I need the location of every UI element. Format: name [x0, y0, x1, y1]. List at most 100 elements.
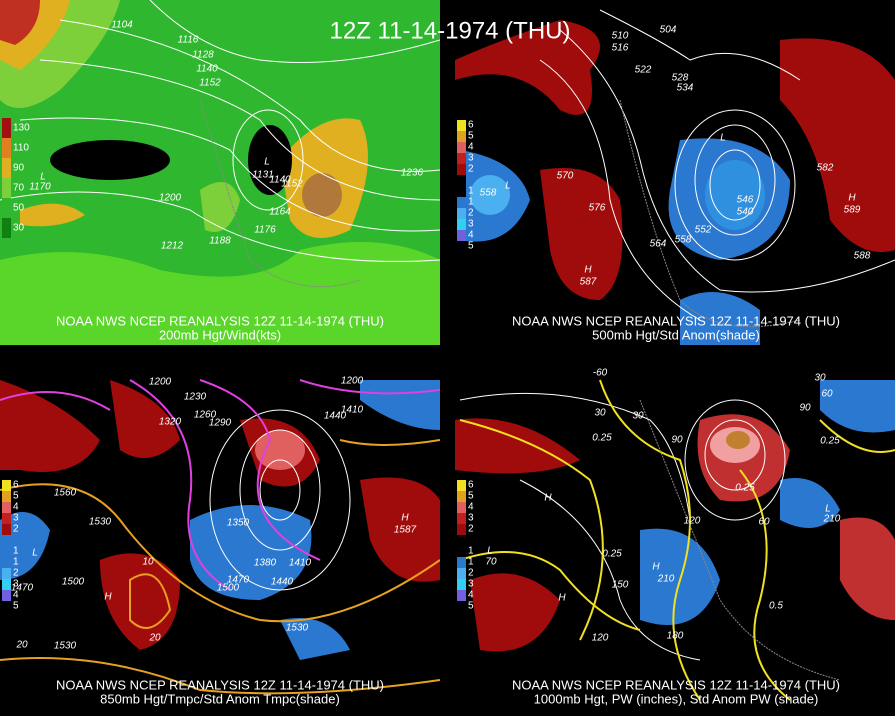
contour-label: 20: [15, 640, 28, 651]
legend-box: [457, 491, 466, 502]
contour: [232, 109, 304, 211]
panel-1000mb: [455, 379, 895, 701]
contour: [459, 392, 691, 521]
shade: [780, 478, 840, 528]
contour-label: 0.25: [602, 549, 622, 560]
contour-label: 558: [480, 188, 497, 199]
shade: [200, 182, 240, 232]
contour-label: 20: [148, 633, 161, 644]
contour-label: 1500: [217, 583, 240, 594]
contour: [0, 191, 440, 262]
legend-label: 90: [13, 163, 25, 174]
contour-label: 1170: [29, 182, 51, 193]
contour: [519, 479, 701, 661]
contour-label: H: [558, 593, 566, 604]
contour-label: 1470: [227, 575, 250, 586]
contour: [684, 399, 786, 521]
legend-label: 130: [13, 123, 30, 134]
isotherm: [129, 573, 172, 629]
legend-box: [457, 513, 466, 524]
legend-box: [457, 230, 466, 241]
contour-label: 1500: [62, 577, 85, 588]
shade: [302, 173, 342, 217]
legend-label: 5: [13, 601, 19, 612]
contour: [694, 124, 776, 236]
contour-label: 504: [660, 25, 677, 36]
legend-box: [2, 513, 11, 524]
contour-label: 587: [580, 277, 597, 288]
legend-box: [2, 118, 11, 138]
legend-box: [457, 164, 466, 175]
panel-200mb: [0, 0, 440, 345]
isotherm: [199, 379, 321, 561]
contour-label: 1350: [227, 518, 250, 529]
subcaption: 850mb Hgt/Tmpc/Std Anom Tmpc(shade): [100, 691, 340, 706]
subcaption: 1000mb Hgt, PW (inches), Std Anom PW (sh…: [534, 691, 819, 706]
subcaption: 200mb Hgt/Wind(kts): [159, 327, 281, 342]
contour-label: L: [32, 548, 38, 559]
contour-label: 1116: [178, 35, 199, 46]
contour-label: 589: [844, 205, 861, 216]
legend-label: 1: [468, 546, 474, 557]
legend-box: [457, 131, 466, 142]
legend-label: 5: [13, 491, 19, 502]
shade: [360, 477, 440, 582]
legend-label: 70: [13, 183, 25, 194]
contour-label: 516: [612, 43, 629, 54]
legend-box: [2, 524, 11, 535]
contour-label: 588: [854, 251, 871, 262]
contour: [149, 0, 440, 63]
legend-label: 6: [13, 480, 19, 491]
legend-label: 3: [468, 513, 474, 524]
contour-label: 1530: [54, 641, 77, 652]
contour-label: 1470: [11, 583, 34, 594]
legend-label: 2: [468, 208, 474, 219]
pw-contour: [459, 551, 641, 631]
contour-label: 1560: [54, 488, 77, 499]
legend-label: 50: [13, 203, 25, 214]
contour-label: L: [825, 504, 831, 515]
legend-box: [2, 158, 11, 178]
shade: [0, 242, 440, 345]
legend-label: 2: [468, 164, 474, 175]
contour-label: 1290: [209, 418, 232, 429]
legend-box: [457, 568, 466, 579]
contour: [709, 149, 761, 221]
legend-label: 1: [13, 546, 19, 557]
contour-label: 1140: [196, 64, 218, 75]
legend-label: 4: [13, 502, 19, 513]
contour-label: 546: [737, 195, 754, 206]
legend-label: 3: [13, 513, 19, 524]
contour-label: 1131: [252, 170, 274, 181]
contour-label: 210: [657, 574, 675, 585]
caption: NOAA NWS NCEP REANALYSIS 12Z 11-14-1974 …: [56, 313, 384, 328]
main-title: 12Z 11-14-1974 (THU): [330, 17, 571, 44]
legend-500mb: [457, 120, 466, 241]
contour-label: 1440: [324, 411, 347, 422]
contour: [539, 59, 701, 321]
legend-label: 3: [468, 153, 474, 164]
contour-label: 0.25: [735, 483, 755, 494]
contour-label: 90: [671, 435, 683, 446]
caption: NOAA NWS NCEP REANALYSIS 12Z 11-14-1974 …: [512, 313, 840, 328]
contour-label: H: [848, 193, 856, 204]
legend-box: [457, 480, 466, 491]
legend-box: [2, 568, 11, 579]
contour-label: 1320: [159, 417, 182, 428]
legend-label: 6: [468, 120, 474, 131]
legend-label: 5: [468, 491, 474, 502]
legend-box: [2, 218, 11, 238]
pw-contour: [739, 469, 791, 701]
shade: [726, 431, 750, 449]
contour-label: 570: [557, 171, 574, 182]
contour-label: 1380: [254, 558, 277, 569]
legend-box: [457, 557, 466, 568]
coastline: [199, 99, 361, 288]
contour-label: 1140: [269, 175, 291, 186]
isotherm: [129, 379, 231, 591]
shade: [255, 430, 305, 470]
legend-label: 1: [13, 557, 19, 568]
legend-box: [2, 491, 11, 502]
legend-label: 4: [468, 590, 474, 601]
